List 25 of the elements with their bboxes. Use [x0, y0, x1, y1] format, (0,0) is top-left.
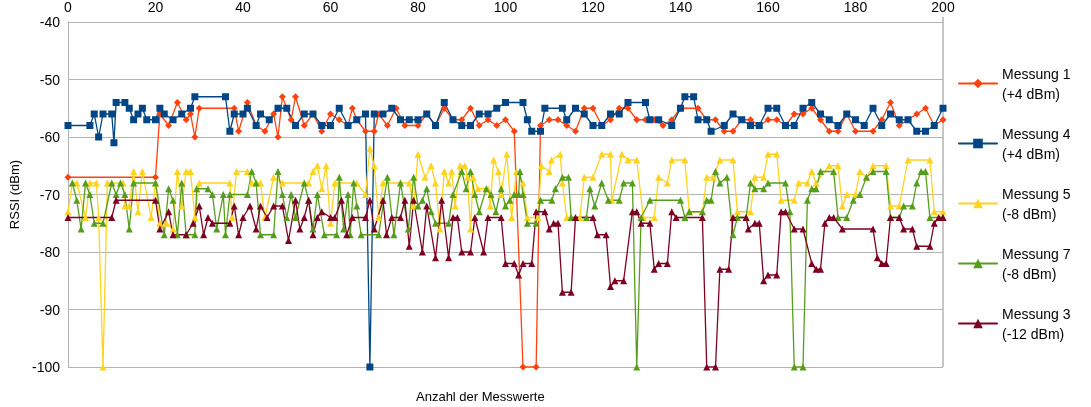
x-tick-label: 100 [493, 0, 518, 15]
y-tick-label: -90 [39, 301, 61, 318]
y-axis-title: RSSI (dBm) [7, 159, 23, 230]
x-tick-label: 60 [322, 0, 339, 15]
x-tick-label: 80 [410, 0, 426, 15]
x-tick-label: 140 [668, 0, 693, 15]
x-tick-label: 160 [756, 0, 780, 15]
y-tick-label: -40 [39, 14, 61, 30]
legend-label: Messung 4 (+4 dBm) [1002, 125, 1075, 162]
y-tick-label: -60 [39, 129, 61, 145]
y-tick-label: -100 [31, 359, 61, 375]
y-tick-label: -70 [39, 186, 61, 203]
x-tick-label: 120 [581, 0, 605, 15]
legend-label: Messung 1 (+4 dBm) [1002, 65, 1075, 102]
legend-label: Messung 7 (-8 dBm) [1002, 245, 1075, 282]
x-axis-title: Anzahl der Messwerte [416, 389, 545, 404]
x-tick-label: 200 [931, 0, 955, 15]
y-tick-label: -80 [39, 244, 61, 260]
y-tick-label: -50 [39, 71, 61, 88]
x-tick-label: 180 [843, 0, 868, 15]
x-tick-label: 20 [147, 0, 164, 15]
x-tick-label: 0 [64, 0, 73, 15]
legend-label: Messung 3 (-12 dBm) [1002, 305, 1075, 342]
legend-label: Messung 5 (-8 dBm) [1002, 185, 1075, 222]
x-tick-label: 40 [235, 0, 251, 15]
